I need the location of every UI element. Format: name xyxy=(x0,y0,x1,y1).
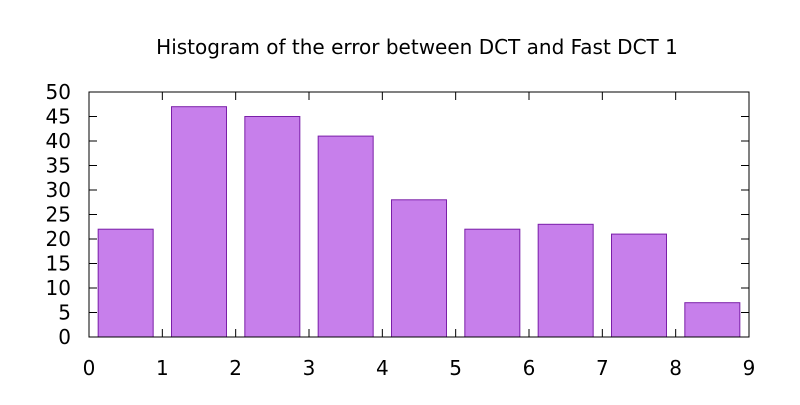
x-tick-label-2: 2 xyxy=(229,356,242,380)
x-tick-label-6: 6 xyxy=(523,356,536,380)
y-tick-label-4: 20 xyxy=(46,227,71,251)
x-tick-label-3: 3 xyxy=(303,356,316,380)
bar-8 xyxy=(684,302,741,338)
bar-6 xyxy=(537,223,594,338)
bar-5 xyxy=(464,228,521,338)
bar-0 xyxy=(97,228,154,338)
y-tick-label-1: 5 xyxy=(58,301,71,325)
y-tick-label-7: 35 xyxy=(46,154,71,178)
bar-7 xyxy=(611,233,667,338)
chart-title: Histogram of the error between DCT and F… xyxy=(156,35,678,59)
y-tick-label-6: 30 xyxy=(46,178,71,202)
y-tick-label-5: 25 xyxy=(46,203,71,227)
x-tick-label-7: 7 xyxy=(596,356,609,380)
bar-3 xyxy=(317,135,374,338)
x-tick-label-8: 8 xyxy=(669,356,682,380)
y-tick-label-9: 45 xyxy=(46,105,71,129)
y-tick-label-10: 50 xyxy=(46,80,71,104)
x-tick-label-0: 0 xyxy=(83,356,96,380)
y-tick-label-2: 10 xyxy=(46,276,71,300)
bar-4 xyxy=(391,199,447,338)
x-tick-label-5: 5 xyxy=(449,356,462,380)
y-tick-label-8: 40 xyxy=(46,129,71,153)
x-tick-label-4: 4 xyxy=(376,356,389,380)
bar-2 xyxy=(244,116,301,338)
x-tick-label-1: 1 xyxy=(156,356,169,380)
axes-layer xyxy=(88,91,750,338)
y-tick-label-3: 15 xyxy=(46,252,71,276)
y-tick-label-0: 0 xyxy=(58,325,71,349)
x-tick-label-9: 9 xyxy=(743,356,756,380)
bar-1 xyxy=(171,106,227,338)
bars-layer xyxy=(97,106,741,338)
